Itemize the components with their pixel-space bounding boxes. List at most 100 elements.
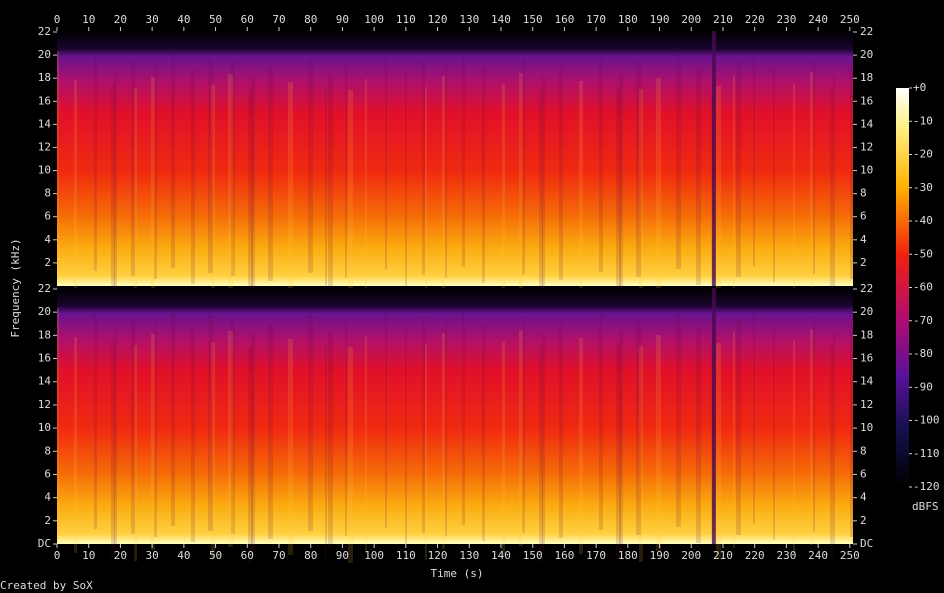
x-tick-label: 240 <box>808 549 828 562</box>
texture-stripe <box>425 87 427 302</box>
texture-stripe <box>328 74 333 289</box>
texture-stripe <box>134 345 137 561</box>
colorbar-tick-label: -50 <box>913 247 933 260</box>
y-tick-label: 16 <box>38 352 51 365</box>
x-tick-label: 250 <box>840 13 860 26</box>
y-tick-label: 22 <box>38 282 51 295</box>
x-tick-label: 90 <box>336 549 349 562</box>
texture-stripe <box>325 344 327 560</box>
x-tick-label: 60 <box>241 549 254 562</box>
y-tick-label: 6 <box>44 467 51 480</box>
texture-stripe <box>171 53 175 268</box>
texture-stripe <box>639 346 643 562</box>
texture-stripe <box>191 326 195 542</box>
texture-stripe <box>442 76 445 291</box>
x-tick-label: 20 <box>114 13 127 26</box>
x-tick-label: 110 <box>396 13 416 26</box>
texture-stripe <box>114 72 117 287</box>
x-tick-label: 120 <box>428 13 448 26</box>
texture-stripe <box>248 90 253 305</box>
colorbar-tick-label: -60 <box>913 281 933 294</box>
x-tick-label: 80 <box>304 549 317 562</box>
x-tick-label: 130 <box>459 13 479 26</box>
x-tick-label: 170 <box>586 549 606 562</box>
texture-stripe <box>111 85 115 300</box>
texture-stripe <box>696 327 701 543</box>
texture-stripe <box>385 55 387 270</box>
x-tick-label: 170 <box>586 13 606 26</box>
y-tick-label: 14 <box>38 117 52 130</box>
y-tick-label: 8 <box>860 187 867 200</box>
texture-stripe <box>579 81 583 296</box>
texture-stripe <box>502 84 505 299</box>
y-tick-label: 12 <box>860 398 873 411</box>
y-tick-label: 8 <box>44 187 51 200</box>
texture-stripe <box>345 320 347 536</box>
texture-stripe <box>211 342 215 558</box>
texture-stripe <box>833 75 835 290</box>
y-tick-label: 4 <box>860 491 867 504</box>
y-tick-label: 18 <box>860 328 873 341</box>
texture-stripe <box>94 313 97 529</box>
x-tick-label: 240 <box>808 13 828 26</box>
texture-stripe <box>482 325 485 541</box>
texture-stripe <box>619 73 623 288</box>
texture-stripe <box>231 61 235 276</box>
colorbar-label: dBFS <box>912 500 939 513</box>
x-tick-label: 60 <box>241 13 254 26</box>
texture-stripe <box>405 328 407 544</box>
texture-stripe <box>813 59 815 274</box>
x-tick-label: 150 <box>523 549 543 562</box>
texture-stripe <box>810 72 813 287</box>
x-tick-label: 90 <box>336 13 349 26</box>
x-tick-label: 210 <box>713 13 733 26</box>
colorbar-tick-label: -10 <box>913 114 933 127</box>
texture-stripe <box>619 330 623 546</box>
y-tick-label: 18 <box>38 71 51 84</box>
y-tick-label: 10 <box>38 421 51 434</box>
x-tick-label: 190 <box>650 13 670 26</box>
y-tick-label: 10 <box>860 164 873 177</box>
texture-stripe <box>268 323 273 539</box>
x-tick-label: 220 <box>745 549 765 562</box>
spectrogram-image <box>57 288 853 544</box>
texture-stripe <box>542 333 545 549</box>
x-tick-label: 180 <box>618 549 638 562</box>
texture-stripe <box>385 312 387 528</box>
texture-stripe <box>539 346 543 562</box>
texture-stripe <box>405 71 407 286</box>
texture-stripe <box>736 62 741 277</box>
texture-stripe <box>365 336 367 552</box>
texture-stripe <box>191 69 195 284</box>
texture-stripe <box>599 314 603 530</box>
y-tick-label: 4 <box>860 233 867 246</box>
colorbar-tick-label: -80 <box>913 347 933 360</box>
y-tick-label: 18 <box>860 71 873 84</box>
x-tick-label: 230 <box>776 549 796 562</box>
texture-stripe <box>639 89 643 304</box>
texture-stripe <box>716 343 721 559</box>
y-tick-label: 20 <box>860 48 873 61</box>
x-tick-label: 210 <box>713 549 733 562</box>
texture-stripe <box>736 319 741 535</box>
texture-stripe <box>833 332 835 548</box>
texture-stripe <box>462 52 465 267</box>
colorbar-tick-label: -20 <box>913 148 933 161</box>
texture-stripe <box>636 319 641 535</box>
y-axis-label: Frequency (kHz) <box>9 238 22 337</box>
texture-stripe <box>422 60 425 275</box>
texture-stripe <box>559 322 563 538</box>
x-tick-label: 230 <box>776 13 796 26</box>
texture-stripe <box>579 338 583 554</box>
texture-stripe <box>154 321 157 537</box>
texture-stripe <box>228 331 233 547</box>
x-tick-label: 250 <box>840 549 860 562</box>
texture-stripe <box>251 334 255 550</box>
x-tick-label: 130 <box>459 549 479 562</box>
y-tick-label: 4 <box>44 491 51 504</box>
texture-stripe <box>74 80 77 295</box>
y-tick-label: 18 <box>38 328 51 341</box>
x-tick-label: 190 <box>650 549 670 562</box>
x-tick-label: 70 <box>272 549 285 562</box>
